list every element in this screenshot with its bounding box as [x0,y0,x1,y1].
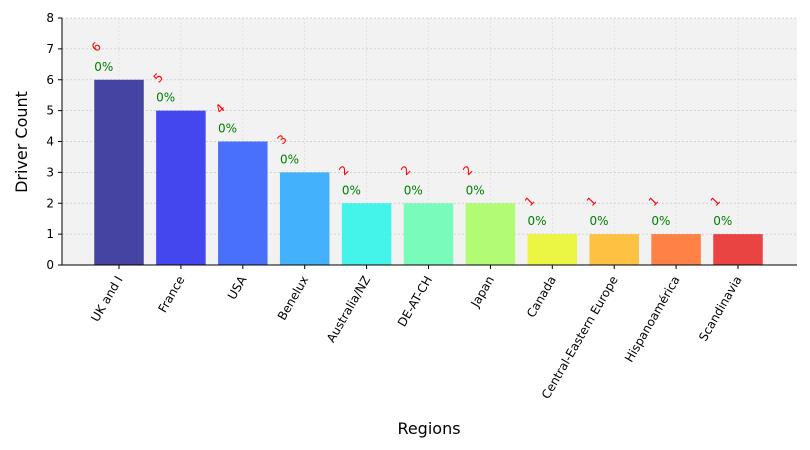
bar [279,172,330,265]
x-axis-title: Regions [397,419,460,438]
y-tick-label: 7 [46,42,54,56]
percent-label: 0% [589,214,608,228]
bar [713,234,763,265]
y-tick-label: 2 [46,196,54,210]
percent-label: 0% [156,91,175,105]
bars [94,79,763,265]
y-tick-label: 8 [46,11,54,25]
x-tick-label: France [155,274,187,316]
percent-label: 0% [404,183,423,197]
y-ticks: 0 1 2 3 4 5 6 7 8 [46,11,62,272]
x-tick-label: Scandinavia [696,274,745,344]
bar [218,141,268,265]
x-tick-label: Benelux [275,274,311,323]
bar [589,234,639,265]
x-tick-label: Australia/NZ [324,274,373,345]
x-tick-label: Canada [524,274,559,321]
x-tick-label: UK and I [88,274,125,325]
bar [651,234,701,265]
y-tick-label: 6 [46,73,54,87]
y-tick-label: 3 [46,165,54,179]
bar [465,203,516,265]
x-tick-label: USA [225,273,250,302]
percent-label: 0% [94,60,113,74]
percent-label: 0% [651,214,670,228]
percent-label: 0% [342,183,361,197]
bar [341,203,392,265]
percent-label: 0% [218,122,237,136]
y-axis-title: Driver Count [12,91,31,193]
bar [94,79,144,265]
percent-label: 0% [280,152,299,166]
x-tick-label: Hispanoamérica [622,274,683,365]
y-tick-label: 1 [46,227,54,241]
bar [403,203,454,265]
x-tick-label: Japan [468,274,497,311]
y-tick-label: 5 [46,104,54,118]
percent-label: 0% [466,183,485,197]
y-tick-label: 4 [46,135,54,149]
x-ticks: UK and I France USA Benelux Australia/NZ DE-A… [88,265,745,401]
percent-label: 0% [528,214,547,228]
y-tick-label: 0 [46,258,54,272]
percent-label: 0% [713,214,732,228]
x-tick-label: DE-AT-CH [395,274,435,330]
bar [527,234,578,265]
bar [156,110,206,265]
